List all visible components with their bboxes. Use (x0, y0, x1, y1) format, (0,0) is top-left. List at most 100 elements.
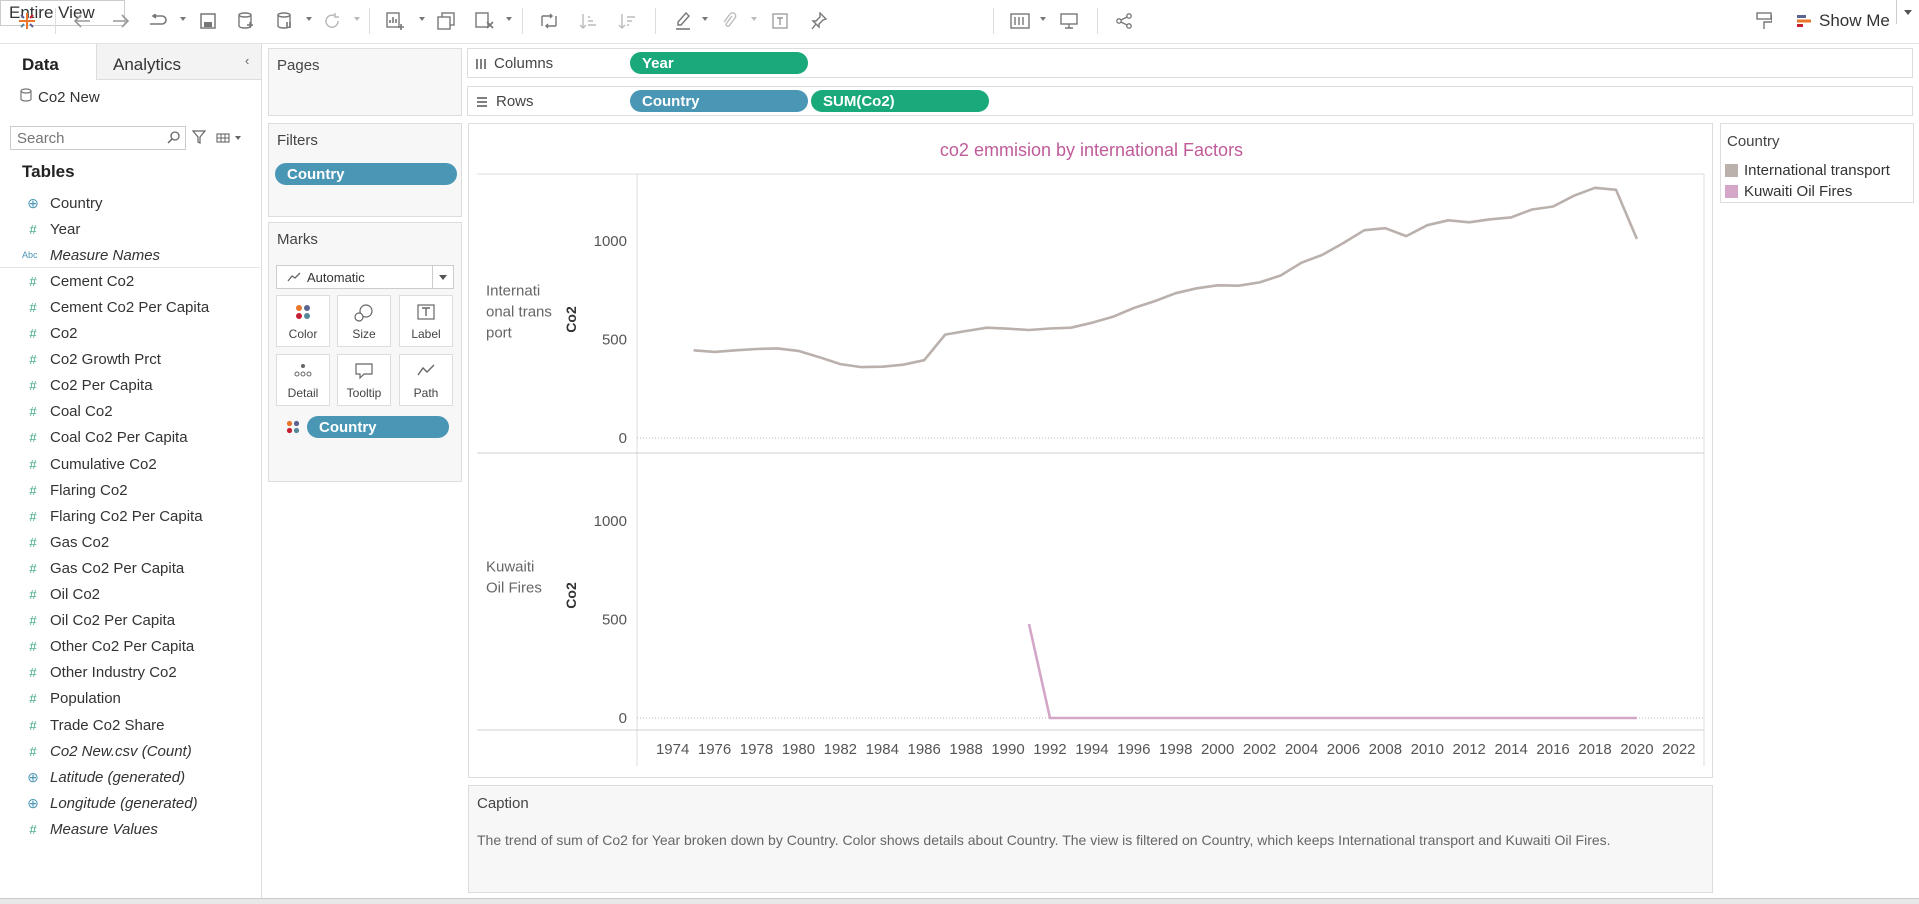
field-item[interactable]: # Co2 Growth Prct (0, 347, 260, 373)
presentation-mode-icon[interactable] (1058, 10, 1080, 32)
clear-sheet-icon[interactable] (474, 10, 496, 32)
highlight-icon[interactable] (672, 10, 694, 32)
filter-pill-country[interactable]: Country (275, 163, 457, 185)
tableau-logo-icon[interactable] (16, 10, 38, 32)
show-me-icon (1797, 14, 1811, 28)
field-item[interactable]: # Cement Co2 Per Capita (0, 294, 260, 320)
search-input[interactable] (11, 127, 169, 149)
replay-icon[interactable] (147, 10, 169, 32)
search-field[interactable] (10, 126, 186, 150)
new-worksheet-dropdown-icon[interactable] (419, 17, 425, 21)
field-item[interactable]: # Cement Co2 (0, 268, 260, 294)
legend-item-kuwaiti-oil-fires[interactable]: Kuwaiti Oil Fires (1725, 182, 1852, 200)
field-item[interactable]: ⊕ Country (0, 190, 260, 216)
field-item[interactable]: # Co2 New.csv (Count) (0, 738, 260, 764)
sort-descending-icon[interactable] (616, 10, 638, 32)
marks-pill-country[interactable]: Country (307, 416, 449, 438)
field-item[interactable]: # Co2 Per Capita (0, 373, 260, 399)
tab-data[interactable]: Data (0, 44, 96, 80)
save-icon[interactable] (198, 10, 218, 32)
sort-ascending-icon[interactable] (577, 10, 599, 32)
clear-dropdown-icon[interactable] (506, 17, 512, 21)
new-datasource-icon[interactable] (236, 10, 256, 32)
field-item[interactable]: ⊕ Longitude (generated) (0, 790, 260, 816)
refresh-dropdown-icon[interactable] (354, 17, 360, 21)
field-item[interactable]: # Trade Co2 Share (0, 712, 260, 738)
view-options-icon[interactable] (216, 131, 242, 148)
swap-rows-columns-icon[interactable] (538, 10, 560, 32)
duplicate-icon[interactable] (435, 10, 457, 32)
color-legend[interactable]: Country International transport Kuwaiti … (1720, 123, 1914, 203)
columns-pill-year[interactable]: Year (630, 52, 808, 74)
field-item-label: Flaring Co2 Per Capita (50, 507, 203, 525)
x-tick-label: 2000 (1201, 741, 1234, 758)
marks-detail-button[interactable]: Detail (276, 354, 330, 406)
new-worksheet-icon[interactable] (385, 10, 407, 32)
format-painter-icon[interactable] (1753, 10, 1775, 32)
field-item[interactable]: # Coal Co2 (0, 399, 260, 425)
datasource-item[interactable]: Co2 New (20, 88, 100, 106)
marks-path-button[interactable]: Path (399, 354, 453, 406)
show-cards-icon[interactable] (1008, 10, 1032, 32)
marks-tooltip-button[interactable]: Tooltip (337, 354, 391, 406)
detail-label: Detail (287, 386, 319, 400)
field-item[interactable]: # Measure Values (0, 816, 260, 842)
marks-color-button[interactable]: Color (276, 295, 330, 347)
filter-fields-icon[interactable] (191, 130, 207, 148)
number-icon: # (29, 534, 37, 550)
fix-axes-icon[interactable] (808, 10, 830, 32)
show-mark-labels-icon[interactable] (769, 10, 791, 32)
group-members-icon[interactable] (718, 10, 740, 32)
field-item[interactable]: # Cumulative Co2 (0, 451, 260, 477)
mark-type-dropdown[interactable]: Automatic (276, 265, 454, 289)
field-item[interactable]: # Flaring Co2 (0, 477, 260, 503)
field-item[interactable]: # Other Co2 Per Capita (0, 634, 260, 660)
field-item[interactable]: # Co2 (0, 321, 260, 347)
field-item[interactable]: # Year (0, 216, 260, 242)
field-item[interactable]: ⊕ Latitude (generated) (0, 764, 260, 790)
marks-label-button[interactable]: Label (399, 295, 453, 347)
redo-icon[interactable] (111, 10, 131, 32)
pause-dropdown-icon[interactable] (306, 17, 312, 21)
rows-pill-country[interactable]: Country (630, 90, 808, 112)
sheet-tabs-bar[interactable] (0, 898, 1919, 904)
field-item[interactable]: # Gas Co2 Per Capita (0, 555, 260, 581)
visualization[interactable]: co2 emmision by international Factors 0 5… (468, 123, 1713, 778)
undo-icon[interactable] (72, 10, 92, 32)
color-icon (277, 304, 329, 320)
field-item[interactable]: # Other Industry Co2 (0, 660, 260, 686)
x-tick-label: 1998 (1159, 741, 1192, 758)
rows-pill-sum-co2[interactable]: SUM(Co2) (811, 90, 989, 112)
legend-item-international-transport[interactable]: International transport (1725, 161, 1890, 179)
group-dropdown-icon[interactable] (751, 17, 757, 21)
collapse-pane-icon[interactable]: ‹ (245, 53, 250, 68)
field-item[interactable]: # Coal Co2 Per Capita (0, 425, 260, 451)
show-me-button[interactable]: Show Me (1797, 10, 1909, 32)
highlight-dropdown-icon[interactable] (702, 17, 708, 21)
field-item[interactable]: # Oil Co2 Per Capita (0, 608, 260, 634)
marks-card[interactable]: Marks Automatic Color Size Label Detail … (268, 222, 462, 482)
number-icon: # (29, 404, 37, 420)
filters-card[interactable]: Filters Country (268, 123, 462, 217)
share-icon[interactable] (1113, 10, 1135, 32)
pause-updates-icon[interactable] (275, 10, 295, 32)
field-item[interactable]: # Oil Co2 (0, 582, 260, 608)
columns-shelf[interactable]: Columns Year (467, 48, 1913, 78)
marks-size-button[interactable]: Size (337, 295, 391, 347)
number-icon: # (29, 639, 37, 655)
rows-shelf[interactable]: Rows Country SUM(Co2) (467, 86, 1913, 116)
tab-analytics[interactable]: Analytics ‹ (96, 44, 261, 80)
chevron-down-icon (432, 266, 453, 288)
x-tick-label: 1992 (1033, 741, 1066, 758)
refresh-icon[interactable] (321, 10, 343, 32)
data-pane: Data Analytics ‹ Co2 New Tables ⊕ Country… (0, 44, 262, 903)
show-cards-dropdown-icon[interactable] (1040, 17, 1046, 21)
field-item[interactable]: Abc Measure Names (0, 242, 260, 268)
field-item[interactable]: # Population (0, 686, 260, 712)
field-item[interactable]: # Flaring Co2 Per Capita (0, 503, 260, 529)
caption-card[interactable]: Caption The trend of sum of Co2 for Year… (468, 785, 1713, 893)
replay-dropdown-icon[interactable] (180, 17, 186, 21)
size-icon (338, 304, 390, 322)
field-item[interactable]: # Gas Co2 (0, 529, 260, 555)
pages-card[interactable]: Pages (268, 48, 462, 116)
